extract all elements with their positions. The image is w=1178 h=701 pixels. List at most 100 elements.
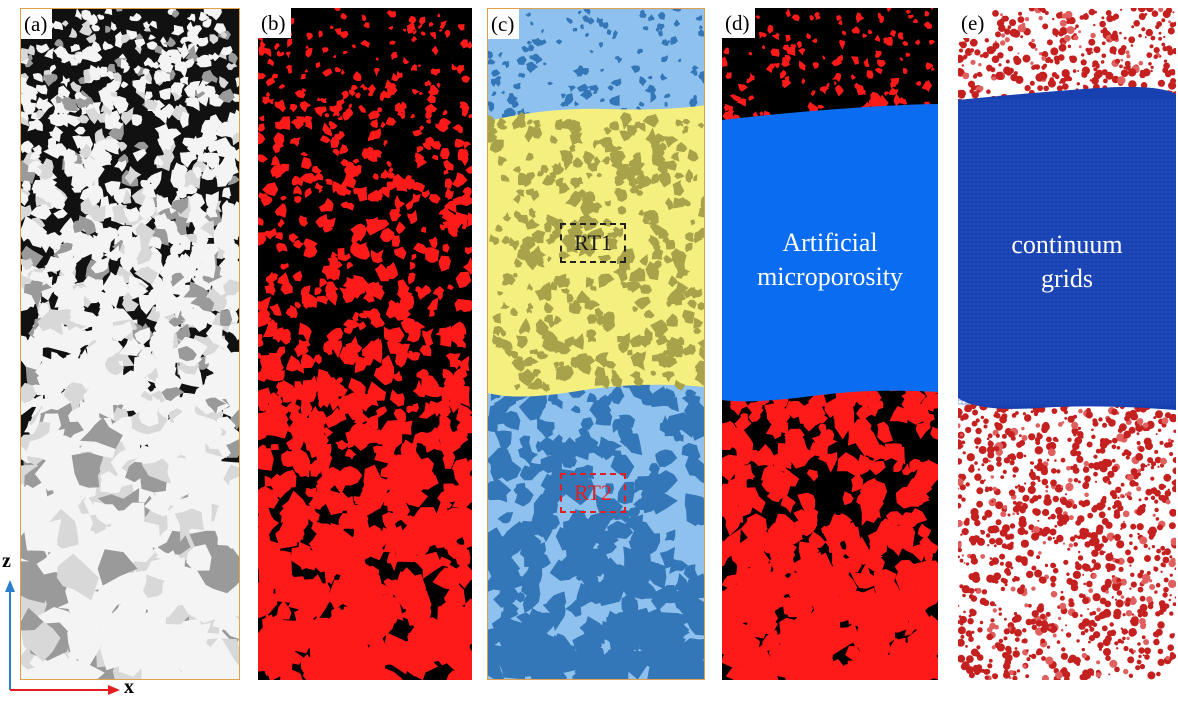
pore xyxy=(895,654,924,678)
grain xyxy=(180,235,191,250)
pore xyxy=(368,91,373,97)
pore xyxy=(519,633,557,668)
pore xyxy=(258,123,265,132)
pore xyxy=(368,637,387,657)
pore xyxy=(850,74,856,80)
pore xyxy=(442,448,456,469)
rt1-pore xyxy=(549,135,558,144)
rt1-pore xyxy=(616,146,623,151)
pore xyxy=(412,181,426,193)
grain xyxy=(67,600,104,638)
rt1-pore xyxy=(651,247,664,260)
pore xyxy=(419,345,432,357)
pore xyxy=(450,321,467,335)
grain xyxy=(21,258,33,271)
pore xyxy=(325,569,336,585)
rt1-pore xyxy=(665,348,678,360)
rt1-pore xyxy=(525,174,532,181)
pore xyxy=(346,262,354,270)
pore xyxy=(853,423,878,457)
red-pore-texture xyxy=(258,8,472,680)
pore-sphere xyxy=(1130,581,1137,588)
rt1-pore xyxy=(658,172,671,188)
rt1-pore xyxy=(650,319,669,340)
pore xyxy=(791,14,800,21)
pore-sphere xyxy=(995,519,1002,526)
pore xyxy=(802,597,814,617)
pore xyxy=(601,557,620,577)
pore xyxy=(661,55,668,63)
rt1-pore xyxy=(674,379,686,391)
pore xyxy=(380,426,403,462)
pore xyxy=(526,609,560,639)
rt1-pore xyxy=(612,226,624,238)
pore-sphere xyxy=(992,486,997,492)
rt1-pore xyxy=(592,202,603,213)
pore xyxy=(661,585,679,604)
pore-sphere xyxy=(961,497,966,502)
pore xyxy=(262,321,278,338)
rt1-pore xyxy=(583,300,601,310)
pore xyxy=(851,26,860,34)
pore-sphere xyxy=(1054,459,1057,462)
pore-sphere xyxy=(993,544,997,548)
pore xyxy=(890,81,896,89)
grain xyxy=(167,9,174,15)
rt1-pore xyxy=(582,150,595,164)
pore xyxy=(389,525,406,546)
grain xyxy=(71,167,90,190)
pore xyxy=(886,8,892,12)
pore xyxy=(258,361,274,382)
pore xyxy=(443,169,449,175)
pore xyxy=(411,193,421,204)
grain xyxy=(152,228,169,246)
rt1-pore xyxy=(511,116,526,130)
pore-sphere xyxy=(1093,67,1098,72)
grain xyxy=(120,81,129,89)
pore xyxy=(460,192,472,207)
pore xyxy=(444,29,451,39)
pore xyxy=(262,96,270,105)
grain xyxy=(218,88,235,103)
pore xyxy=(329,562,347,574)
pore xyxy=(698,25,704,30)
pore xyxy=(442,368,454,379)
pore-sphere xyxy=(1117,496,1120,499)
pore xyxy=(543,62,547,66)
grain xyxy=(105,117,124,130)
pore-sphere xyxy=(1167,438,1172,443)
pore xyxy=(444,178,453,189)
pore xyxy=(893,93,901,107)
grain xyxy=(192,270,204,285)
pore xyxy=(421,226,427,233)
grain xyxy=(207,140,223,153)
rt1-pore xyxy=(554,161,565,175)
grain xyxy=(196,152,210,163)
pore xyxy=(310,467,320,477)
grain xyxy=(219,365,239,391)
pore xyxy=(439,556,452,567)
pore xyxy=(797,492,816,515)
rt1-pore xyxy=(586,314,598,324)
pore xyxy=(322,197,334,211)
pore xyxy=(419,284,432,299)
rt1-pore xyxy=(570,357,579,369)
pore xyxy=(304,301,313,308)
pore xyxy=(361,190,367,198)
pore-sphere xyxy=(1092,418,1098,424)
rt1-pore xyxy=(697,301,704,311)
grain xyxy=(134,327,151,345)
pore xyxy=(271,473,288,494)
pore xyxy=(358,311,368,319)
pore xyxy=(773,62,780,69)
pore xyxy=(920,395,936,412)
pore xyxy=(491,91,497,96)
grain xyxy=(22,295,36,308)
grain xyxy=(148,34,156,40)
pore xyxy=(888,87,899,96)
grain xyxy=(55,95,63,106)
pore-sphere xyxy=(1137,613,1143,618)
pore xyxy=(348,103,352,109)
pore-sphere xyxy=(1078,622,1086,630)
pore-sphere xyxy=(958,423,961,429)
